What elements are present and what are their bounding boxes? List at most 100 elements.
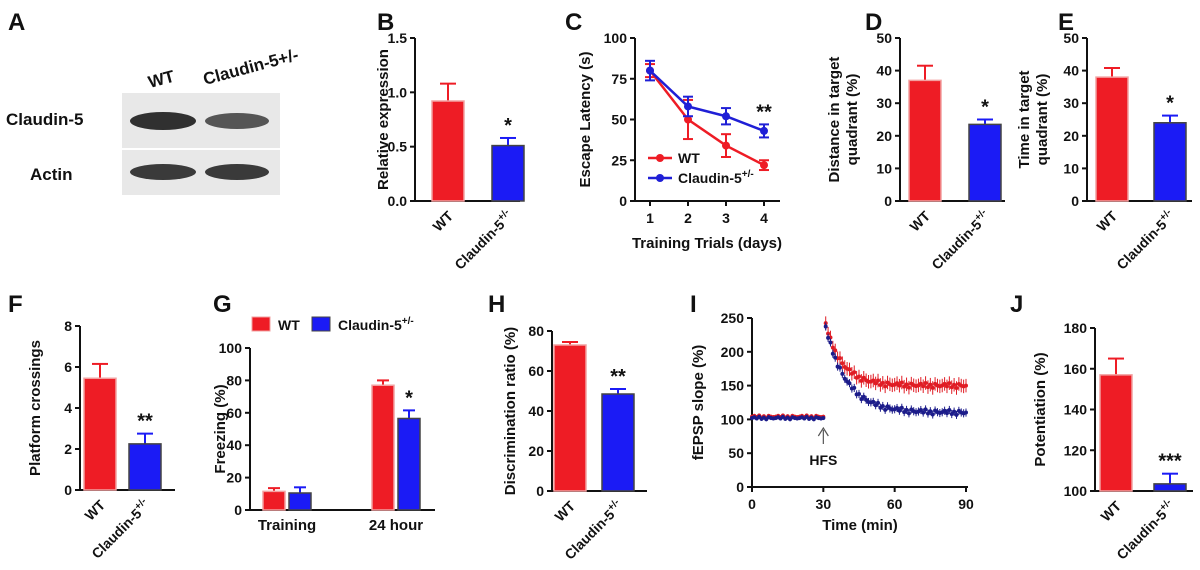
panel-i-point [823,324,828,329]
panel-i-point [847,367,852,372]
panel-b-ytick-label: 0.0 [388,193,408,209]
panel-e-bar-claudin [1153,122,1187,202]
panel-e-ytick-label: 20 [1063,128,1079,144]
panel-j-xtick-label: WT [1097,497,1124,524]
panel-f-bar-claudin [128,443,162,491]
panel-e-bar-wt [1095,76,1129,202]
panel-i-point [883,407,888,412]
panel-e-ytick-label: 40 [1063,63,1079,79]
blot-band-actin-wt [130,164,196,180]
panel-i-point [944,411,949,416]
panel-i-ytick-label: 200 [721,344,745,360]
panel-i-point [928,409,933,414]
panel-i-point [944,384,949,389]
panel-b-letter: B [377,9,394,36]
panel-i-point [899,380,904,385]
panel-c-point-wt [760,161,768,170]
panel-i-point [852,370,857,375]
panel-g-ytick-label: 60 [226,405,242,421]
panel-c-point-claudin [722,112,730,121]
blot-band-claudin5-wt [130,112,196,130]
panel-i-point [930,385,935,390]
panel-c-legend-marker [656,154,664,162]
panel-i-point [942,408,947,413]
panel-d-significance: * [981,97,989,119]
panel-c-line-wt [649,69,765,167]
panel-j-letter: J [1010,291,1023,318]
panel-c-point-claudin [646,66,654,75]
panel-c-xtick-label: 1 [646,210,654,226]
panel-j-ytick-label: 120 [1064,442,1088,458]
panel-d-ylabel: quadrant (%) [844,74,861,166]
panel-b-bar-claudin [491,144,525,202]
panel-i-point [833,348,838,353]
panel-i-point [923,381,928,386]
panel-h-ytick-label: 60 [528,363,544,379]
panel-j: J 100 120 140 160 180 Potentiation (%) WT *** Cla… [1010,291,1193,563]
panel-i-xtick-label: 60 [887,496,903,512]
panel-i-point [954,412,959,417]
panel-c-point-wt [722,141,730,150]
panel-a-western-blot: A WT Claudin-5+/- Claudin-5 Actin [6,9,300,195]
panel-g-ytick-label: 0 [234,502,242,518]
panel-e-ytick-label: 10 [1063,160,1079,176]
panel-i-point [857,391,861,396]
panel-i-point [904,407,909,412]
panel-d-xtick-label: Claudin-5+/- [928,207,994,273]
panel-j-ylabel: Potentiation (%) [1032,352,1049,466]
panel-f-ytick-label: 2 [64,441,72,457]
panel-c-letter: C [565,9,582,36]
panel-b-xtick-label: Claudin-5+/- [451,207,517,273]
panel-c-xlabel: Training Trials (days) [632,235,782,252]
panel-i-point [954,386,959,391]
panel-d-ytick-label: 0 [884,193,892,209]
panel-i-point [918,408,923,413]
panel-i-point [852,385,857,390]
panel-i-point [928,382,933,387]
panel-c-legend-label: WT [678,150,700,166]
panel-i-ytick-label: 50 [728,445,744,461]
panel-e-ylabel: Time in target [1016,70,1033,168]
panel-g-legend-label: WT [278,317,300,333]
panel-e-ylabel: quadrant (%) [1034,74,1051,166]
panel-h-bar-claudin [601,393,635,492]
panel-h-significance: ** [610,366,626,388]
panel-i-point [906,411,911,416]
panel-i-point [895,381,900,386]
blot-band-claudin5-het [205,113,269,129]
panel-b-ytick-label: 1.5 [388,30,408,46]
panel-c-ytick-label: 50 [611,112,627,128]
panel-g-legend-swatch-claudin [311,316,331,332]
panel-j-ytick-label: 160 [1064,361,1088,377]
panel-c-xtick-label: 3 [722,210,730,226]
lane-label-wt: WT [146,67,177,92]
panel-g-significance: * [405,387,413,409]
panel-i-point [821,416,826,421]
panel-c-legend: WT Claudin-5+/- [648,150,754,186]
panel-g-ytick-label: 100 [219,340,243,356]
panel-i-point [871,378,876,383]
panel-i-point [895,406,900,411]
panel-e-significance: * [1166,93,1174,115]
panel-i-point [899,405,904,410]
panel-b-ylabel: Relative expression [375,49,392,190]
panel-i-point [880,380,885,385]
panel-i-point [847,381,852,386]
panel-i-ytick-label: 150 [721,378,745,394]
panel-h-ytick-label: 20 [528,443,544,459]
panel-i-point [904,382,909,387]
panel-f-ytick-label: 6 [64,359,72,375]
panel-i-point [947,381,952,386]
panel-j-bar-claudin [1153,483,1187,492]
panel-i-series-wt [750,316,968,420]
panel-g-bar-claudin [288,492,312,511]
panel-d-bar-wt [908,79,942,202]
panel-i-xtick-label: 0 [748,496,756,512]
panel-i-annotation: HFS [809,452,837,468]
panel-g-legend-swatch-wt [251,316,271,332]
panel-c-ytick-label: 75 [611,71,627,87]
panel-e-xtick-label-main: WT [1093,207,1120,234]
panel-h-xtick-label-main: WT [551,497,578,524]
